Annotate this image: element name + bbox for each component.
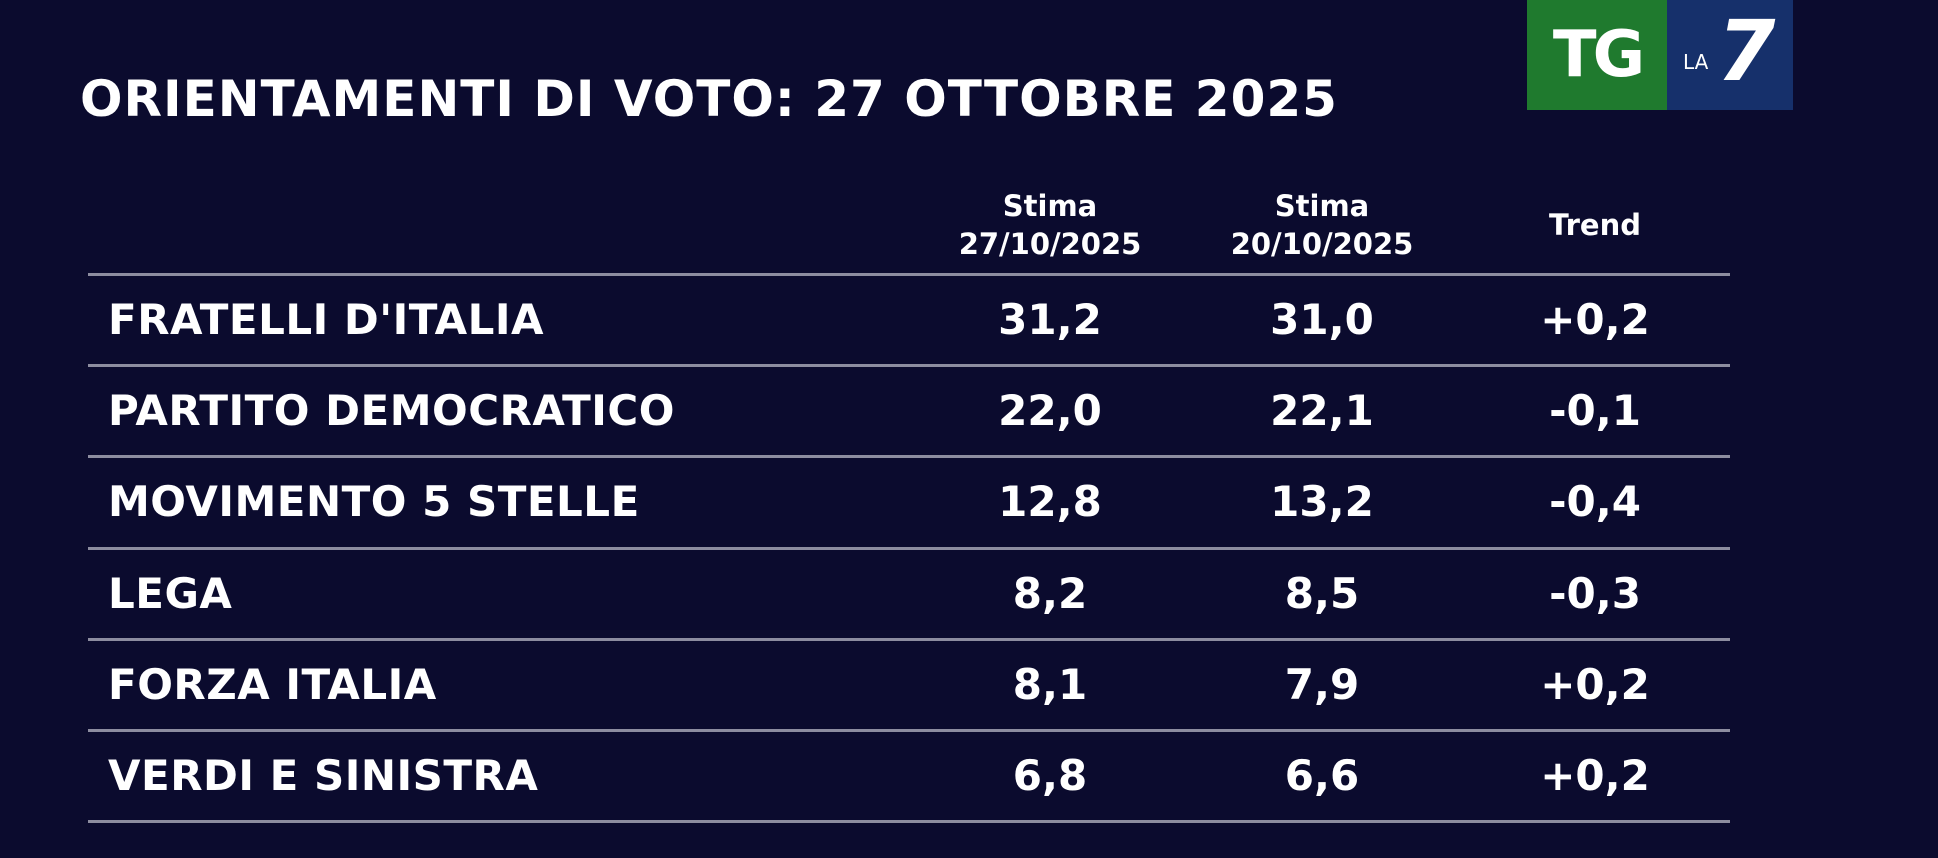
current-estimate: 12,8 [998, 477, 1102, 526]
table-divider [88, 455, 1730, 458]
current-estimate: 8,1 [1012, 660, 1088, 709]
table-row: VERDI E SINISTRA 6,8 6,6 +0,2 [88, 732, 1730, 820]
column-header-trend-line1: Trend [1549, 208, 1641, 242]
logo-la-text: LA [1683, 50, 1709, 74]
trend-value: +0,2 [1540, 295, 1650, 344]
table-row: MOVIMENTO 5 STELLE 12,8 13,2 -0,4 [88, 458, 1730, 546]
current-estimate: 31,2 [998, 295, 1102, 344]
column-header-current-line2: 27/10/2025 [958, 227, 1142, 261]
party-name: FRATELLI D'ITALIA [108, 295, 545, 344]
column-header-previous: Stima 20/10/2025 [1192, 180, 1452, 270]
current-estimate: 22,0 [998, 386, 1102, 435]
party-name: FORZA ITALIA [108, 660, 437, 709]
trend-value: +0,2 [1540, 660, 1650, 709]
column-header-current-line1: Stima [1002, 189, 1098, 223]
table-divider [88, 638, 1730, 641]
table-divider [88, 547, 1730, 550]
column-header-current: Stima 27/10/2025 [920, 180, 1180, 270]
column-header-trend: Trend [1495, 180, 1695, 270]
table-divider [88, 273, 1730, 276]
column-header-previous-line2: 20/10/2025 [1230, 227, 1414, 261]
page-title: ORIENTAMENTI DI VOTO: 27 OTTOBRE 2025 [80, 70, 1338, 128]
current-estimate: 6,8 [1012, 751, 1088, 800]
party-name: VERDI E SINISTRA [108, 751, 539, 800]
logo-tg-block: TG [1527, 0, 1667, 110]
table-row: LEGA 8,2 8,5 -0,3 [88, 550, 1730, 638]
previous-estimate: 7,9 [1284, 660, 1360, 709]
current-estimate: 8,2 [1012, 569, 1088, 618]
trend-value: +0,2 [1540, 751, 1650, 800]
party-name: PARTITO DEMOCRATICO [108, 386, 675, 435]
party-name: LEGA [108, 569, 233, 618]
logo-la7-block: LA 7 [1667, 0, 1793, 110]
column-header-previous-line1: Stima [1274, 189, 1370, 223]
previous-estimate: 31,0 [1270, 295, 1374, 344]
previous-estimate: 6,6 [1284, 751, 1360, 800]
previous-estimate: 22,1 [1270, 386, 1374, 435]
table-row: FORZA ITALIA 8,1 7,9 +0,2 [88, 641, 1730, 729]
table-row: PARTITO DEMOCRATICO 22,0 22,1 -0,1 [88, 367, 1730, 455]
logo-seven-text: 7 [1717, 2, 1776, 100]
table-row: FRATELLI D'ITALIA 31,2 31,0 +0,2 [88, 276, 1730, 364]
party-name: MOVIMENTO 5 STELLE [108, 477, 640, 526]
trend-value: -0,1 [1549, 386, 1641, 435]
tg-la7-logo: TG LA 7 [1527, 0, 1793, 110]
table-divider [88, 364, 1730, 367]
previous-estimate: 13,2 [1270, 477, 1374, 526]
trend-value: -0,3 [1549, 569, 1641, 618]
table-divider [88, 820, 1730, 823]
table-divider [88, 729, 1730, 732]
previous-estimate: 8,5 [1284, 569, 1360, 618]
trend-value: -0,4 [1549, 477, 1641, 526]
